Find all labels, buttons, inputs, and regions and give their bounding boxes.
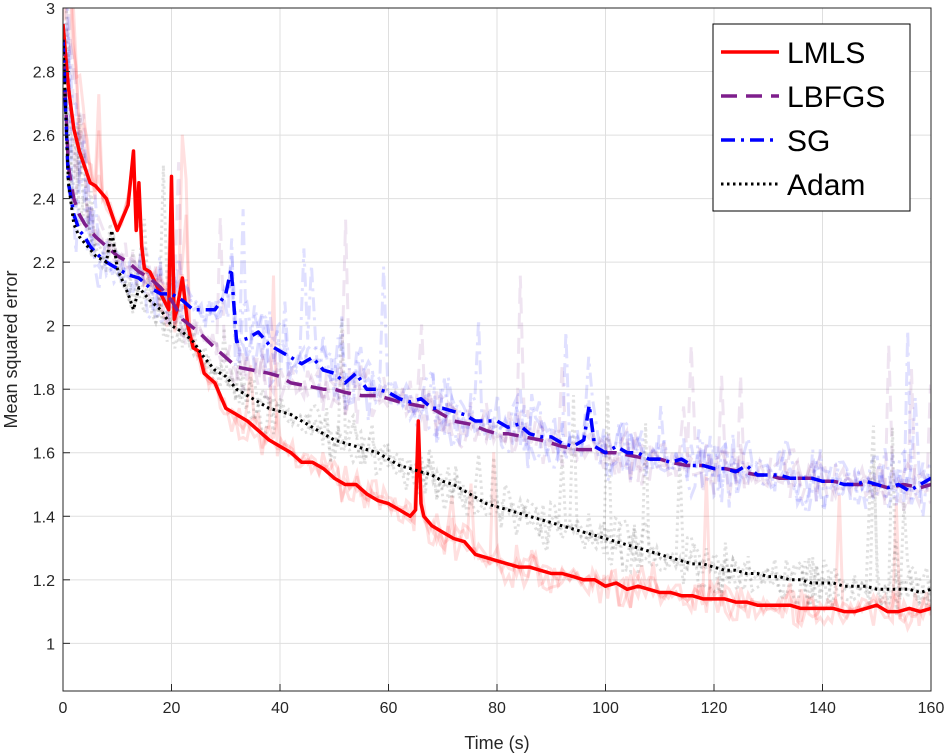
legend-items: LMLS LBFGS SG Adam: [721, 37, 885, 202]
y-axis-title: Mean squared error: [1, 270, 21, 428]
series-line-sg: [63, 39, 931, 493]
repeat-trace-lmls: [63, 8, 931, 630]
y-tick-label: 2.8: [33, 65, 55, 82]
series-lines: [63, 23, 931, 614]
x-tick-label: 140: [809, 700, 836, 717]
x-tick-label: 100: [592, 700, 619, 717]
legend-entry-lmls: LMLS: [721, 37, 865, 70]
legend-label: LBFGS: [787, 81, 885, 114]
y-tick-label: 2.6: [33, 128, 55, 145]
x-tick-label: 80: [488, 700, 506, 717]
plot-area: [63, 8, 931, 634]
y-tick-label: 1.2: [33, 573, 55, 590]
grid: [62, 7, 932, 691]
legend-label: LMLS: [787, 37, 865, 70]
x-tick-label: 60: [380, 700, 398, 717]
x-tick-label: 40: [271, 700, 289, 717]
y-tick-label: 1: [46, 636, 55, 653]
y-tick-label: 2: [46, 319, 55, 336]
legend-entry-lbfgs: LBFGS: [721, 81, 885, 114]
repeat-trace-lbfgs: [66, 8, 931, 507]
x-axis-title: Time (s): [464, 733, 529, 753]
repeat-trace-adam: [64, 8, 931, 617]
x-tick-label: 20: [163, 700, 181, 717]
legend-label: SG: [787, 125, 830, 158]
legend-entry-adam: Adam: [721, 169, 865, 202]
repeat-trace-sg: [63, 22, 931, 518]
y-tick-label: 3: [46, 1, 55, 18]
y-tick-label: 1.4: [33, 509, 55, 526]
legend: LMLS LBFGS SG Adam: [712, 23, 911, 212]
y-tick-label: 1.6: [33, 446, 55, 463]
repeat-trace-adam: [63, 44, 931, 607]
series-line-lmls: [63, 23, 931, 614]
x-tick-label: 160: [918, 700, 945, 717]
y-tick-label: 1.8: [33, 382, 55, 399]
series-line-adam: [63, 39, 931, 594]
repeat-trace-lmls: [70, 8, 931, 627]
ticks: 0 20 40 60 80 100 120 140 160 1 1.2 1.4 1.6 1.8 2 2.2 2.…: [33, 1, 945, 717]
y-tick-label: 2.4: [33, 192, 55, 209]
repeat-trace-adam: [63, 33, 931, 611]
y-tick-label: 2.2: [33, 255, 55, 272]
x-tick-label: 0: [59, 700, 68, 717]
x-tick-label: 120: [701, 700, 728, 717]
legend-label: Adam: [787, 169, 865, 202]
legend-box: [712, 23, 911, 212]
repeat-trace-lbfgs: [64, 8, 931, 499]
legend-entry-sg: SG: [721, 125, 830, 158]
